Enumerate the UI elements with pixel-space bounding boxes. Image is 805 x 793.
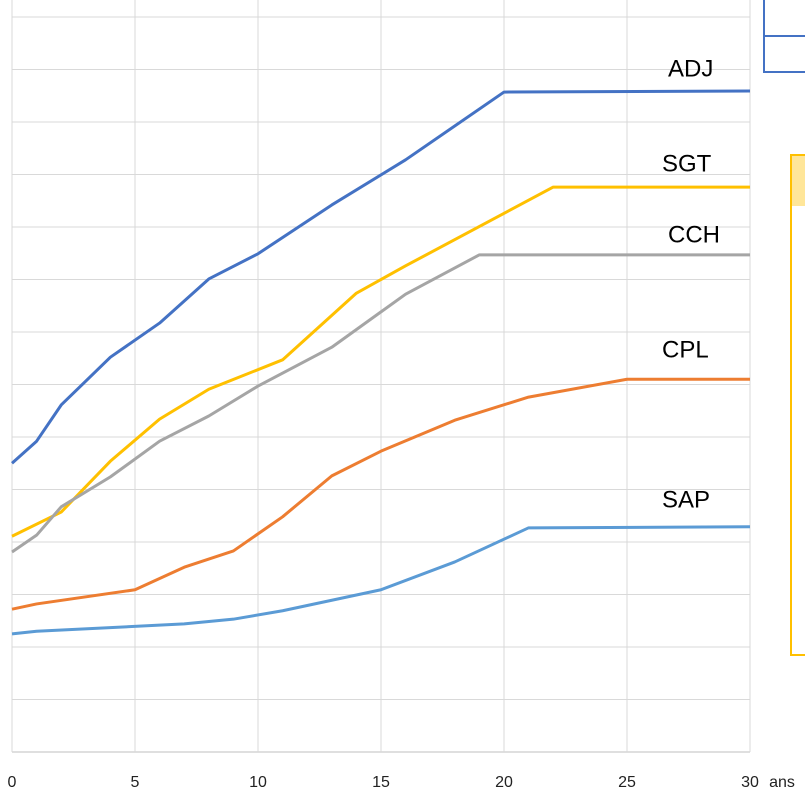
x-tick-label: 30 — [741, 774, 759, 791]
x-tick-label: 0 — [8, 774, 17, 791]
background — [0, 0, 805, 793]
x-tick-label: 20 — [495, 774, 513, 791]
x-tick-label: 15 — [372, 774, 390, 791]
side-table — [791, 155, 805, 655]
series-label: SGT — [662, 150, 712, 177]
chart: ans 0 5 10 15 20 25 30 ADJ SGT CCH CPL SAP — [0, 0, 805, 793]
x-tick-label: 5 — [131, 774, 140, 791]
series-label: CPL — [662, 336, 709, 363]
series-label: SAP — [662, 486, 710, 513]
x-tick-label: 25 — [618, 774, 636, 791]
side-table-header — [792, 156, 805, 206]
x-tick-label: 10 — [249, 774, 267, 791]
series-label: ADJ — [668, 55, 713, 82]
series-label: CCH — [668, 221, 720, 248]
x-axis-label: ans — [769, 774, 795, 791]
